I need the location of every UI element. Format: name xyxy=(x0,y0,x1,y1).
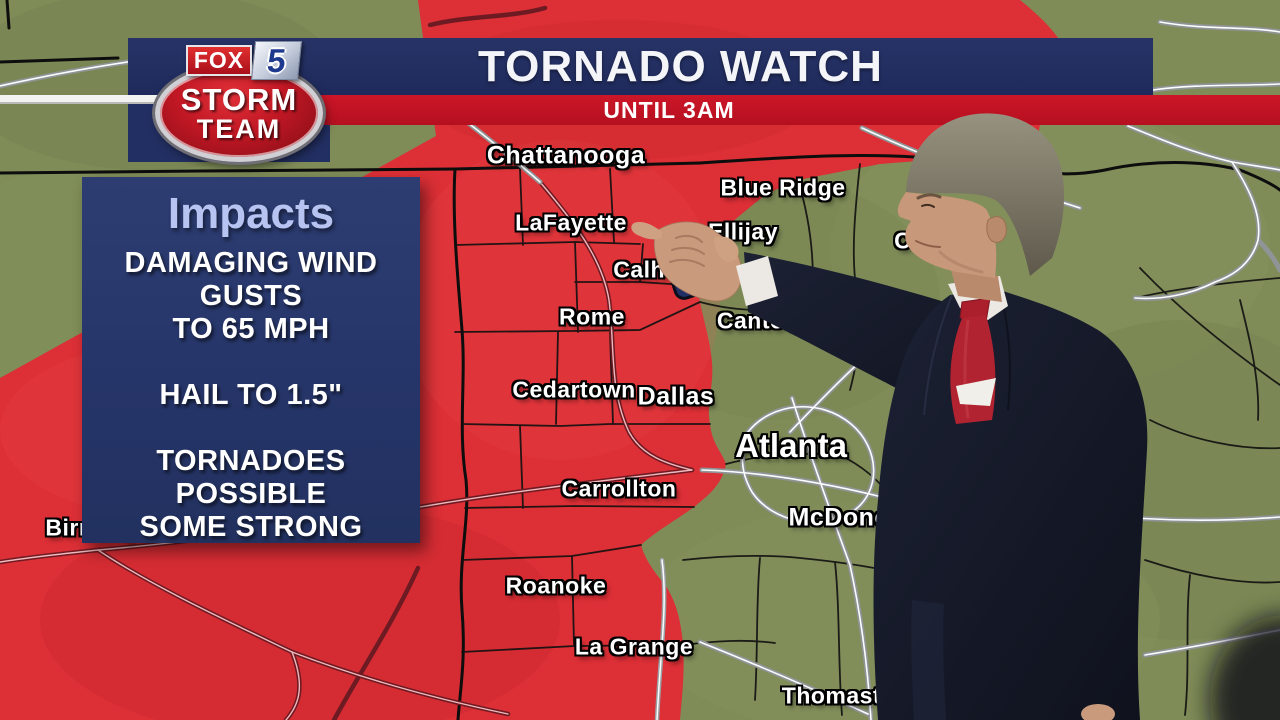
impact-line: TORNADOES xyxy=(156,445,346,477)
city-label-lafayette: LaFayette xyxy=(515,209,627,236)
city-label-roanoke: Roanoke xyxy=(505,572,607,599)
impacts-title: Impacts xyxy=(167,189,335,238)
roads-highways xyxy=(0,19,1280,720)
person-shadow xyxy=(1210,615,1280,720)
logo-ribbon xyxy=(0,95,158,104)
impact-line: DAMAGING WIND xyxy=(124,247,378,279)
storm-team-word2: TEAM xyxy=(196,113,282,144)
suit-leg-highlight xyxy=(911,600,946,720)
fox-logo-text: FOX xyxy=(193,47,245,73)
ear xyxy=(986,216,1007,243)
impact-line: POSSIBLE xyxy=(175,478,327,510)
pocket-square xyxy=(956,378,996,406)
city-label-cedartown: Cedartown xyxy=(512,376,636,403)
alert-banner-sub: UNTIL 3AM xyxy=(318,95,1280,125)
hand xyxy=(631,221,742,302)
tie-sheen xyxy=(963,319,970,419)
alert-title: TORNADO WATCH xyxy=(478,41,883,91)
impacts-panel: Impacts DAMAGING WIND GUSTS TO 65 MPH HA… xyxy=(82,177,420,543)
face-features xyxy=(915,193,984,274)
city-label-chattanooga: Chattanooga xyxy=(486,141,646,170)
alert-subtitle: UNTIL 3AM xyxy=(603,96,735,123)
hair xyxy=(906,113,1065,276)
shirt-cuff xyxy=(736,256,778,306)
county-borders xyxy=(454,163,1280,716)
impact-line: SOME STRONG xyxy=(139,511,363,543)
city-label-dallas: Dallas xyxy=(637,382,715,411)
face xyxy=(897,192,997,278)
fox-logo: FOX xyxy=(186,45,252,76)
city-label-carrollton: Carrollton xyxy=(561,475,677,502)
impact-line: GUSTS xyxy=(199,280,303,312)
city-label-atlanta: Atlanta xyxy=(735,427,847,464)
impacts-lines: DAMAGING WIND GUSTS TO 65 MPH HAIL TO 1.… xyxy=(82,247,420,544)
storm-team-word1: STORM xyxy=(180,81,298,117)
impact-line: HAIL TO 1.5" xyxy=(159,379,343,411)
city-label-blue-ridge: Blue Ridge xyxy=(720,174,846,201)
impact-line: TO 65 MPH xyxy=(172,313,330,345)
city-label-rome: Rome xyxy=(559,303,625,330)
city-label-la-grange: La Grange xyxy=(574,633,694,660)
side-hand xyxy=(1081,704,1115,720)
